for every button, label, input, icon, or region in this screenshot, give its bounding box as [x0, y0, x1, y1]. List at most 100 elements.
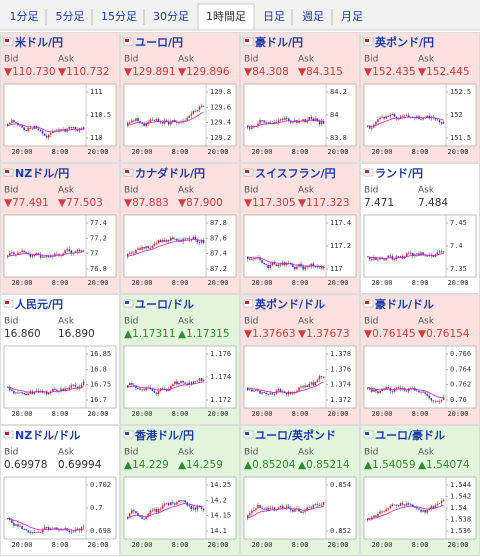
- pair-name[interactable]: ユーロ/円: [135, 36, 183, 49]
- candle: [149, 510, 152, 514]
- tab[interactable]: 1時間足: [206, 10, 246, 23]
- pair-name[interactable]: カナダドル/円: [135, 166, 205, 180]
- candle: [133, 384, 135, 386]
- x-tick-label: 20:00: [371, 148, 392, 156]
- pair-name[interactable]: 豪ドル/円: [255, 35, 303, 49]
- candle: [196, 239, 199, 243]
- candle: [176, 381, 178, 385]
- candle: [178, 382, 180, 385]
- candle: [192, 381, 195, 384]
- y-tick-label: 151.5: [450, 134, 471, 142]
- candle: [273, 121, 276, 124]
- candle: [19, 125, 21, 127]
- candle: [184, 238, 186, 240]
- pair-name[interactable]: ユーロ/豪ドル: [375, 428, 445, 442]
- candle: [257, 505, 259, 509]
- candle: [249, 258, 251, 260]
- y-tick-label: 84.2: [330, 88, 347, 96]
- candle: [172, 237, 174, 240]
- ask-label: Ask: [178, 317, 195, 327]
- x-tick-label: 20:00: [11, 541, 32, 549]
- x-tick-label: 8:00: [172, 541, 189, 549]
- candle: [322, 376, 325, 379]
- candle: [139, 388, 141, 390]
- pair-name[interactable]: NZドル/円: [15, 167, 69, 180]
- candle: [434, 118, 437, 120]
- candle: [271, 393, 274, 395]
- ask-number: 77.503: [66, 197, 103, 209]
- candle: [277, 120, 280, 123]
- flag-mark: [5, 432, 9, 435]
- candle: [25, 393, 27, 396]
- ask-label: Ask: [58, 317, 75, 327]
- pair-name[interactable]: 豪ドル/ドル: [375, 297, 434, 311]
- moving-average: [367, 253, 444, 259]
- ask-number: 1.54074: [426, 459, 470, 471]
- candle: [184, 382, 186, 384]
- candle: [257, 123, 259, 127]
- candle: [149, 247, 152, 249]
- y-tick-label: 14.2: [210, 496, 227, 504]
- candle: [310, 382, 313, 384]
- candle: [127, 122, 129, 126]
- ask-label: Ask: [298, 55, 315, 65]
- candle: [440, 400, 443, 402]
- candle: [56, 129, 58, 131]
- candle: [48, 134, 50, 138]
- candle: [11, 389, 13, 391]
- ask-label: Ask: [298, 448, 315, 458]
- candle: [269, 264, 272, 269]
- x-tick-label: 8:00: [172, 148, 189, 156]
- tab[interactable]: 週足: [302, 10, 324, 23]
- chart-bg: [243, 214, 357, 278]
- y-tick-label: 7.35: [450, 265, 467, 273]
- candle: [438, 251, 441, 253]
- candle: [80, 527, 83, 531]
- candle: [373, 389, 375, 392]
- pair-name[interactable]: NZドル/ドル: [15, 429, 80, 442]
- trend-arrow: ▲: [178, 459, 187, 471]
- moving-average: [7, 518, 84, 531]
- candle: [438, 401, 441, 403]
- bid-number: 117.305: [252, 197, 295, 209]
- y-tick-label: 77.2: [90, 234, 107, 242]
- pair-name[interactable]: 英ポンド/ドル: [254, 297, 325, 311]
- pair-name[interactable]: 米ドル/円: [14, 35, 63, 49]
- y-tick-label: 0.698: [90, 527, 111, 535]
- candle: [23, 127, 25, 131]
- pair-name[interactable]: ランド/円: [375, 167, 423, 180]
- ask-label: Ask: [178, 186, 195, 196]
- candle: [436, 503, 439, 506]
- candle: [174, 120, 176, 123]
- candle: [405, 253, 408, 257]
- pair-name[interactable]: スイスフラン/円: [255, 167, 336, 180]
- tab[interactable]: 30分足: [153, 10, 189, 23]
- candle: [172, 502, 174, 504]
- ask-label: Ask: [178, 448, 195, 458]
- pair-name[interactable]: 香港ドル/円: [134, 428, 194, 442]
- ask-label: Ask: [418, 317, 435, 327]
- trend-arrow: ▼: [244, 66, 253, 78]
- candle: [416, 390, 418, 392]
- pair-name[interactable]: 英ポンド/円: [374, 35, 434, 49]
- pair-name[interactable]: ユーロ/ドル: [135, 298, 194, 311]
- tab[interactable]: 日足: [263, 10, 285, 23]
- candle: [21, 125, 23, 128]
- pair-name[interactable]: 人民元/円: [15, 297, 63, 311]
- tab[interactable]: 5分足: [56, 10, 85, 23]
- candle: [420, 118, 422, 120]
- flag-mark: [365, 170, 369, 173]
- bid-number: 1.37663: [252, 328, 295, 340]
- candle: [72, 384, 75, 386]
- candle: [39, 254, 42, 258]
- tab[interactable]: 月足: [341, 10, 363, 23]
- pair-name[interactable]: ユーロ/英ポンド: [255, 428, 336, 442]
- bid-label: Bid: [244, 55, 258, 65]
- ask-label: Ask: [58, 55, 75, 65]
- y-tick-label: 152: [450, 111, 463, 119]
- candle: [74, 127, 77, 130]
- tab[interactable]: 1分足: [10, 10, 39, 23]
- tab[interactable]: 15分足: [101, 10, 137, 23]
